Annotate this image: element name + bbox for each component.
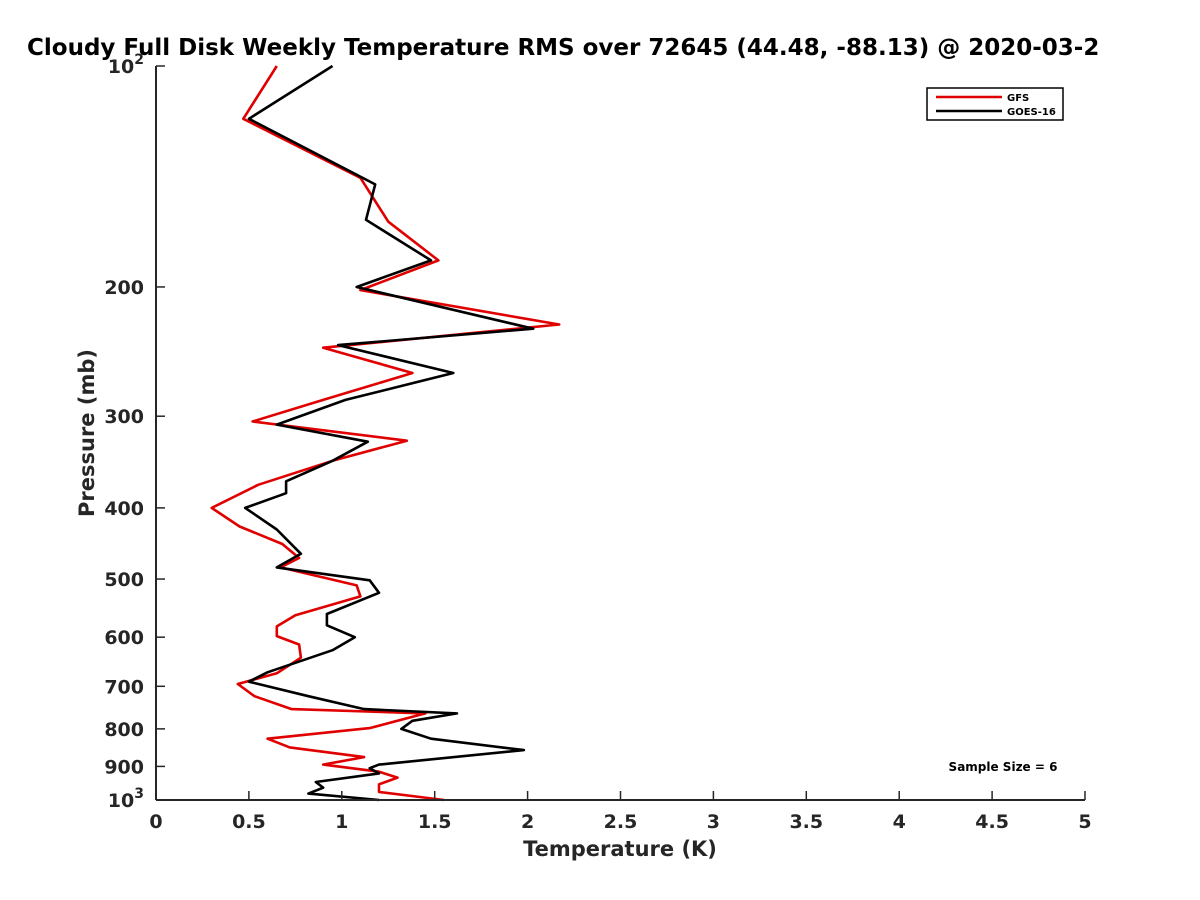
y-tick-label: 800: [104, 719, 144, 741]
y-tick-label-exponent: 3: [134, 786, 144, 802]
chart-title: Cloudy Full Disk Weekly Temperature RMS …: [27, 35, 1099, 61]
legend-label: GFS: [1007, 93, 1029, 104]
y-tick-label-base: 10: [108, 56, 134, 78]
x-tick-label: 3: [707, 811, 720, 833]
series-line-goes-16: [243, 64, 535, 802]
y-tick-label: 900: [104, 756, 144, 778]
y-tick-label: 500: [104, 569, 144, 591]
x-tick-label: 2.5: [604, 811, 638, 833]
x-tick-label: 2: [521, 811, 534, 833]
y-axis-label: Pressure (mb): [75, 349, 99, 517]
y-tick-label: 103: [108, 786, 144, 812]
x-tick-label: 4: [893, 811, 906, 833]
x-axis-label: Temperature (K): [523, 837, 717, 861]
y-tick-label: 200: [104, 277, 144, 299]
y-tick-label: 400: [104, 498, 144, 520]
x-tick-label: 5: [1078, 811, 1091, 833]
y-tick-label: 300: [104, 406, 144, 428]
y-tick-label: 700: [104, 676, 144, 698]
legend-box: [926, 87, 1064, 121]
y-tick-label: 600: [104, 627, 144, 649]
legend: GFS GOES-16: [926, 87, 1064, 121]
axes: 0 0.5 1 1.5 2 2.5 3 3.5 4 4.5 51022003004005006007…: [104, 52, 1091, 833]
x-tick-label: 4.5: [975, 811, 1009, 833]
x-tick-label: 0: [149, 811, 162, 833]
y-tick-label: 102: [108, 52, 144, 78]
x-tick-label: 1.5: [418, 811, 452, 833]
sample-size-annotation: Sample Size = 6: [949, 760, 1058, 774]
y-tick-label-exponent: 2: [134, 52, 144, 68]
legend-label: GOES-16: [1007, 107, 1056, 118]
plot-area: [210, 64, 561, 802]
x-tick-label: 3.5: [789, 811, 823, 833]
series-line-gfs: [210, 65, 561, 802]
x-tick-label: 0.5: [232, 811, 266, 833]
y-tick-label-base: 10: [108, 790, 134, 812]
x-tick-label: 1: [335, 811, 348, 833]
